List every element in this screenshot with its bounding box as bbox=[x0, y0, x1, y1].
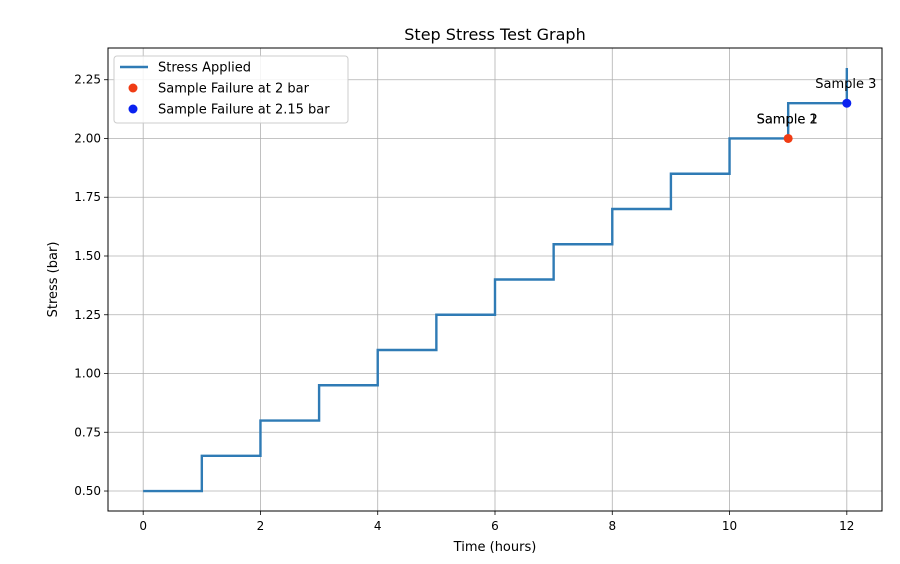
x-tick-label: 2 bbox=[257, 519, 265, 533]
y-tick-label: 0.50 bbox=[74, 484, 101, 498]
x-tick-label: 12 bbox=[839, 519, 854, 533]
stress-step-line bbox=[143, 67, 849, 493]
y-tick-label: 1.00 bbox=[74, 367, 101, 381]
y-tick-label: 1.75 bbox=[74, 190, 101, 204]
x-tick-label: 6 bbox=[491, 519, 499, 533]
x-tick-label: 0 bbox=[139, 519, 147, 533]
x-axis-label: Time (hours) bbox=[453, 540, 537, 555]
legend-label: Stress Applied bbox=[158, 61, 251, 76]
plot-frame bbox=[107, 47, 883, 512]
x-tick-label: 10 bbox=[722, 519, 737, 533]
legend-box bbox=[113, 55, 349, 124]
ticks: 0 2 4 6 8 10 12 0.50 0.75 1.00 1.25 1.50 1.75 2.00 2.2… bbox=[74, 73, 854, 533]
x-tick-label: 8 bbox=[608, 519, 616, 533]
x-tick-label: 4 bbox=[374, 519, 382, 533]
annotation-label-3: Sample 3 bbox=[815, 77, 876, 92]
y-tick-label: 1.25 bbox=[74, 308, 101, 322]
y-axis-label: Stress (bar) bbox=[46, 242, 61, 318]
failure-point-1 bbox=[783, 133, 793, 143]
chart-title: Step Stress Test Graph bbox=[404, 25, 585, 44]
y-tick-label: 1.50 bbox=[74, 249, 101, 263]
legend: Stress Applied Sample Failure at 2 bar Sam… bbox=[113, 55, 349, 124]
annotation-label-1: Sample 2 bbox=[757, 112, 818, 127]
series-layer bbox=[143, 67, 852, 493]
legend-dot-swatch bbox=[128, 104, 138, 114]
legend-label: Sample Failure at 2 bar bbox=[158, 82, 310, 97]
y-tick-label: 0.75 bbox=[74, 425, 101, 439]
annotation-label-2: Sample 1 bbox=[757, 112, 818, 127]
y-tick-label: 2.25 bbox=[74, 73, 101, 87]
legend-label: Sample Failure at 2.15 bar bbox=[158, 103, 330, 118]
legend-dot-swatch bbox=[128, 83, 138, 93]
failure-point-2 bbox=[842, 98, 852, 108]
y-tick-label: 2.00 bbox=[74, 131, 101, 145]
